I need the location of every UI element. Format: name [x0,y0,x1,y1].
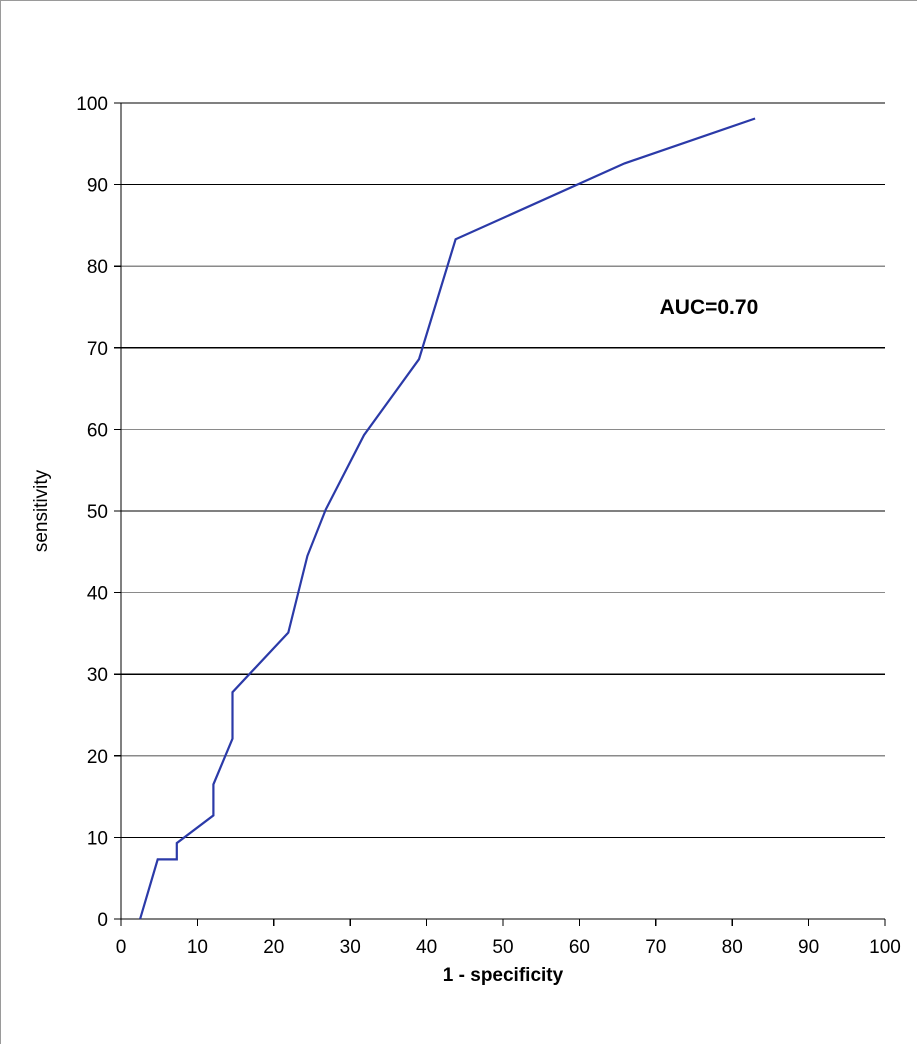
x-tick-label-0: 0 [116,937,127,958]
x-tick-label-40: 40 [416,937,437,958]
y-tick-label-0: 0 [97,910,108,931]
y-tick-label-80: 80 [87,257,108,278]
y-axis-title: sensitivity [31,469,52,552]
y-tick-label-40: 40 [87,584,108,605]
y-tick-label-20: 20 [87,747,108,768]
x-tick-label-20: 20 [263,937,284,958]
x-tick-label-90: 90 [798,937,819,958]
x-tick-label-50: 50 [492,937,513,958]
series-layer [140,118,755,919]
y-tick-label-70: 70 [87,339,108,360]
x-tick-label-10: 10 [187,937,208,958]
y-tick-label-30: 30 [87,665,108,686]
x-tick-label-70: 70 [645,937,666,958]
x-axis-title: 1 - specificity [443,965,564,986]
x-tick-label-100: 100 [869,937,901,958]
roc-curve-line [140,119,755,920]
y-tick-label-100: 100 [76,94,108,115]
axes [114,103,885,926]
gridlines [121,103,885,837]
x-tick-label-80: 80 [722,937,743,958]
y-tick-label-60: 60 [87,420,108,441]
y-tick-label-50: 50 [87,502,108,523]
x-tick-label-60: 60 [569,937,590,958]
y-tick-label-10: 10 [87,828,108,849]
y-tick-label-90: 90 [87,176,108,197]
auc-annotation: AUC=0.70 [660,296,759,319]
x-tick-label-30: 30 [340,937,361,958]
